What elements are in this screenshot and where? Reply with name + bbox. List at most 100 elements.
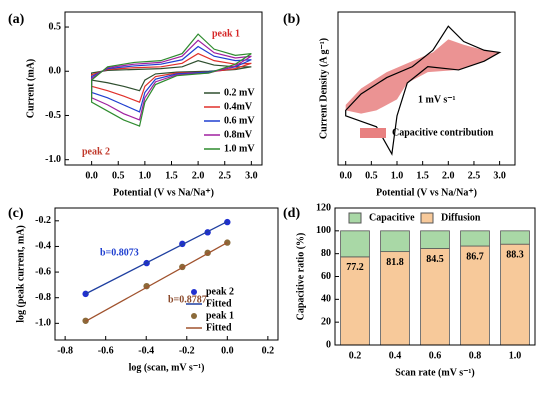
x-tick-label: 0.6	[429, 350, 442, 361]
annotation: 1 mV s⁻¹	[418, 94, 456, 105]
plot-frame	[54, 207, 279, 341]
x-tick-label: 1.0	[391, 170, 404, 181]
x-tick-label: 2.5	[218, 170, 231, 181]
bar-segment	[500, 230, 530, 245]
plot-frame	[334, 207, 536, 346]
panel-label: (b)	[283, 12, 300, 27]
plot-frame	[337, 11, 516, 166]
cv-curve	[345, 25, 502, 156]
y-tick-label: 0.0	[49, 66, 62, 77]
panel-label: (d)	[283, 206, 300, 221]
legend-label: 0.2 mV	[224, 87, 255, 98]
panel-label: (a)	[8, 12, 25, 27]
legend-label: Capacitive contribution	[392, 127, 494, 138]
y-axis-label: Capacitive ratio (%)	[295, 233, 306, 321]
bar-value-label: 88.3	[506, 249, 524, 260]
bar-segment	[420, 230, 450, 249]
y-tick-label: -0.6	[35, 266, 51, 277]
plot-frame	[64, 11, 263, 166]
x-tick-label: 0.0	[221, 345, 234, 356]
y-tick-label: 0	[326, 339, 331, 350]
cv-curve	[91, 60, 252, 92]
x-tick-label: -0.2	[179, 345, 195, 356]
bar-segment	[340, 230, 370, 258]
bar-value-label: 86.7	[466, 251, 484, 262]
x-tick-label: 1.5	[416, 170, 429, 181]
legend-swatch	[348, 212, 362, 224]
capacitive-area	[345, 39, 500, 114]
x-tick-label: -0.4	[138, 345, 154, 356]
y-tick-label: -0.2	[35, 215, 51, 226]
cv-curve	[91, 45, 252, 113]
legend-label: 0.4mV	[224, 101, 253, 112]
annotation: peak 2	[82, 146, 110, 157]
y-tick-label: 100	[316, 225, 331, 236]
x-axis-label: log (scan, mV s⁻¹)	[129, 362, 205, 373]
x-tick-label: 3.0	[493, 170, 506, 181]
x-tick-label: 3.0	[245, 170, 258, 181]
y-tick-label: 80	[321, 248, 331, 259]
y-tick-label: -1.0	[45, 154, 61, 165]
bar-segment	[500, 243, 530, 346]
x-tick-label: 1.0	[509, 350, 522, 361]
bar-segment	[380, 251, 410, 346]
bar-segment	[420, 248, 450, 346]
legend-label: Fitted	[206, 322, 232, 333]
annotation: b=0.8073	[100, 247, 139, 258]
x-tick-label: 0.5	[112, 170, 125, 181]
y-axis-label: Current Density (A g⁻¹)	[318, 38, 329, 139]
x-tick-label: 2.0	[192, 170, 205, 181]
x-tick-label: 0.0	[339, 170, 352, 181]
bar-segment	[460, 230, 490, 247]
x-tick-label: 0.8	[469, 350, 482, 361]
fit-line	[85, 242, 228, 322]
legend-label: 0.6 mV	[224, 115, 255, 126]
y-axis-label: Current (mA)	[25, 59, 36, 119]
x-tick-label: 1.5	[165, 170, 178, 181]
y-tick-label: 20	[321, 316, 331, 327]
bar-value-label: 81.8	[386, 257, 404, 268]
x-axis-label: Scan rate (mV s⁻¹)	[395, 367, 474, 378]
legend-label: Capacitive	[369, 212, 415, 223]
annotation: b=0.8787	[168, 294, 207, 305]
bar-value-label: 77.2	[346, 262, 364, 273]
legend-label: 1.0 mV	[224, 143, 255, 154]
bar-value-label: 84.5	[426, 254, 444, 265]
x-tick-label: 0.4	[389, 350, 402, 361]
annotation: peak 1	[212, 28, 240, 39]
y-tick-label: 60	[321, 271, 331, 282]
x-tick-label: 2.0	[442, 170, 455, 181]
x-tick-label: 2.5	[468, 170, 481, 181]
cv-curve	[91, 39, 252, 121]
legend-label: peak 2	[206, 286, 234, 297]
x-tick-label: 1.0	[139, 170, 152, 181]
panel-label: (c)	[8, 206, 24, 221]
legend-marker	[191, 313, 197, 319]
x-tick-label: 0.2	[349, 350, 362, 361]
legend-swatch	[420, 212, 434, 224]
legend-swatch	[360, 128, 386, 138]
x-tick-label: -0.6	[98, 345, 114, 356]
x-axis-label: Potential (V vs Na/Na⁺)	[376, 187, 477, 198]
legend-label: peak 1	[206, 310, 234, 321]
y-tick-label: -0.4	[35, 241, 51, 252]
y-tick-label: 0.5	[49, 21, 62, 32]
bar-segment	[380, 230, 410, 253]
bar-segment	[460, 245, 490, 346]
fit-line	[85, 221, 228, 295]
legend-label: 0.8mV	[224, 129, 253, 140]
x-tick-label: 0.0	[85, 170, 98, 181]
y-tick-label: -1.0	[35, 318, 51, 329]
legend-marker	[191, 289, 197, 295]
cv-curve	[91, 52, 252, 103]
y-tick-label: 40	[321, 294, 331, 305]
y-tick-label: -0.8	[35, 292, 51, 303]
y-tick-label: -0.5	[45, 110, 61, 121]
x-axis-label: Potential (V vs Na/Na⁺)	[113, 187, 214, 198]
x-tick-label: -0.8	[57, 345, 73, 356]
y-axis-label: log (peak current, mA)	[15, 225, 26, 323]
x-tick-label: 0.2	[262, 345, 275, 356]
x-tick-label: 0.5	[365, 170, 378, 181]
legend-label: Fitted	[206, 298, 232, 309]
